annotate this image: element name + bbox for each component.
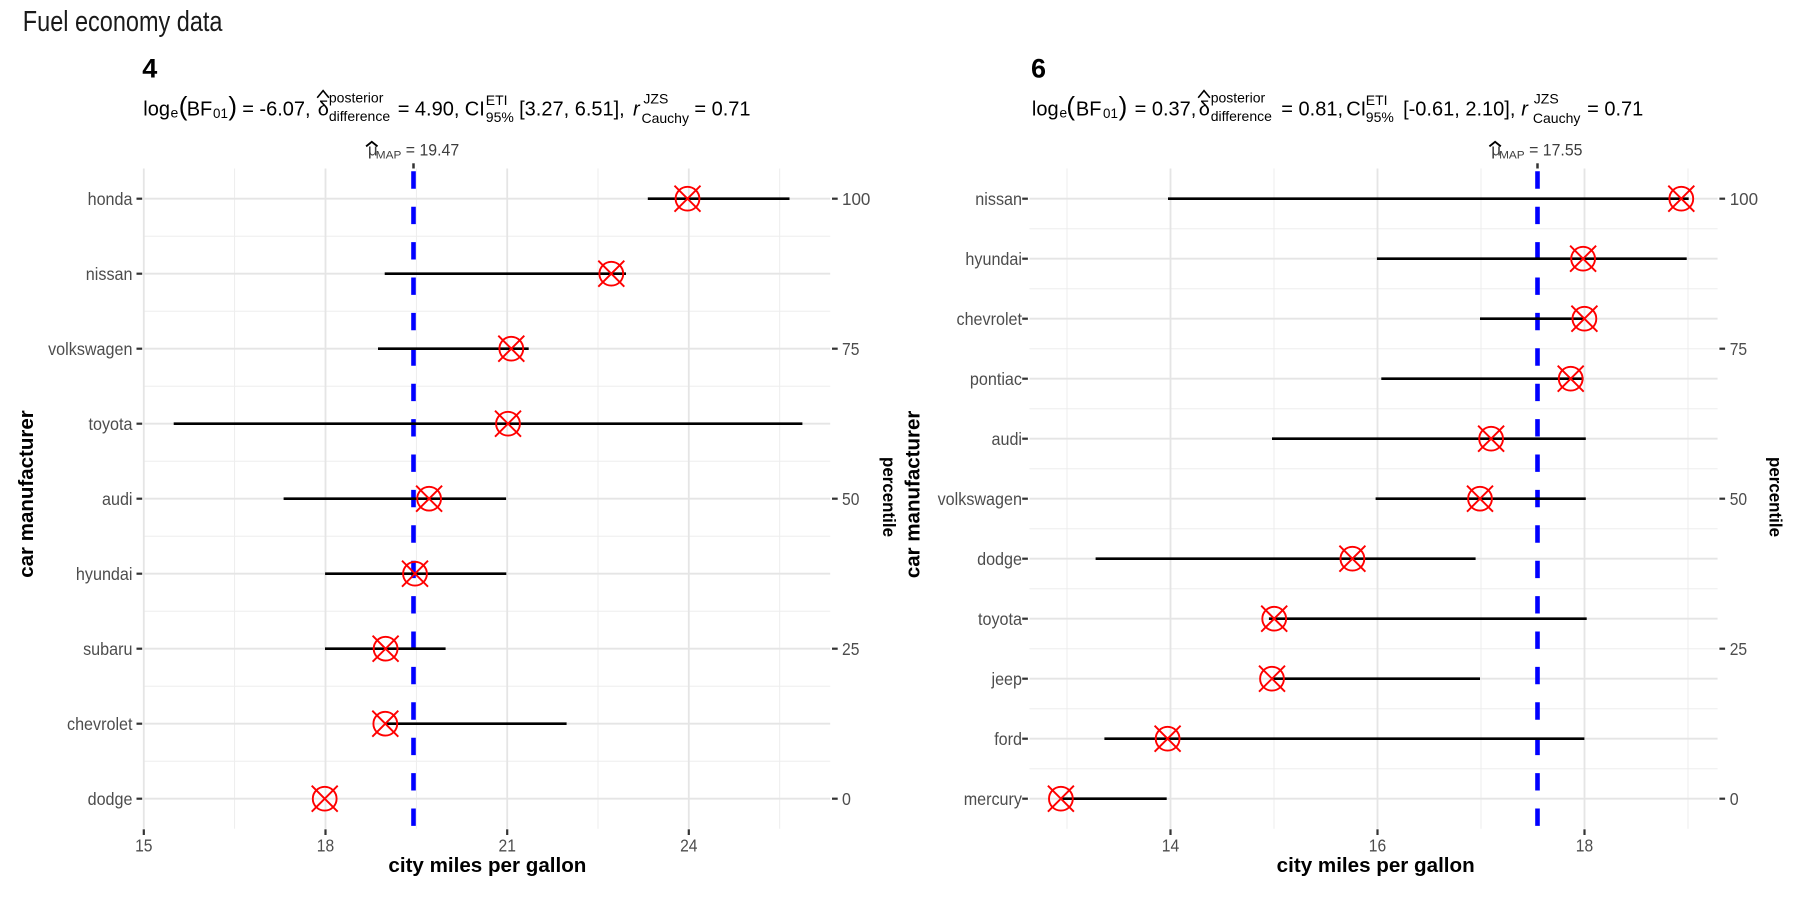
svg-text:= 0.37,: = 0.37,: [1135, 99, 1197, 121]
svg-text:(: (: [179, 91, 188, 121]
svg-text:= 17.55: = 17.55: [1529, 140, 1582, 159]
svg-text:95%: 95%: [1366, 109, 1394, 125]
svg-text:21: 21: [499, 836, 516, 856]
svg-text:hyundai: hyundai: [965, 249, 1022, 269]
svg-text:posterior: posterior: [329, 90, 384, 106]
svg-text:0: 0: [1730, 789, 1739, 809]
svg-text:100: 100: [1730, 189, 1759, 209]
svg-text:Cauchy: Cauchy: [642, 110, 689, 126]
svg-text:audi: audi: [992, 429, 1023, 449]
svg-text:toyota: toyota: [978, 609, 1022, 629]
svg-text:difference: difference: [329, 108, 390, 124]
svg-text:75: 75: [1730, 339, 1747, 359]
svg-text:ETI: ETI: [1366, 92, 1388, 108]
svg-text:= 0.71: = 0.71: [694, 99, 750, 121]
svg-text:r: r: [633, 99, 641, 121]
svg-text:18: 18: [317, 836, 334, 856]
svg-text:MAP: MAP: [376, 150, 402, 162]
svg-text:audi: audi: [102, 489, 133, 509]
svg-text:μ: μ: [368, 140, 378, 159]
svg-text:volkswagen: volkswagen: [48, 339, 132, 359]
svg-text:toyota: toyota: [89, 414, 133, 434]
svg-text:Cauchy: Cauchy: [1533, 110, 1580, 126]
svg-text:= 0.71: = 0.71: [1587, 99, 1643, 121]
svg-text:μ: μ: [1491, 140, 1501, 159]
svg-text:honda: honda: [88, 189, 133, 209]
svg-text:0: 0: [842, 789, 851, 809]
svg-text:r: r: [1521, 99, 1529, 121]
svg-text:[-0.61, 2.10],: [-0.61, 2.10],: [1403, 99, 1515, 121]
svg-text:nissan: nissan: [975, 189, 1022, 209]
svg-text:subaru: subaru: [83, 639, 132, 659]
svg-text:= 4.90,: = 4.90,: [398, 99, 460, 121]
svg-text:100: 100: [842, 189, 871, 209]
svg-text:25: 25: [842, 639, 859, 659]
svg-text:CI: CI: [465, 99, 485, 121]
svg-text:ford: ford: [994, 729, 1022, 749]
svg-text:difference: difference: [1211, 108, 1272, 124]
svg-text:log: log: [1032, 99, 1059, 121]
svg-text:4: 4: [142, 54, 157, 84]
svg-text:JZS: JZS: [1534, 91, 1559, 107]
svg-text:δ: δ: [1199, 99, 1210, 121]
svg-text:50: 50: [842, 489, 860, 509]
svg-text:25: 25: [1730, 639, 1747, 659]
svg-text:city miles per gallon: city miles per gallon: [388, 855, 586, 877]
svg-text:15: 15: [135, 836, 152, 856]
svg-text:(: (: [1066, 91, 1075, 121]
svg-text:posterior: posterior: [1211, 90, 1266, 106]
svg-text:CI: CI: [1346, 99, 1366, 121]
svg-text:16: 16: [1369, 836, 1386, 856]
svg-text:dodge: dodge: [88, 789, 133, 809]
svg-text:MAP: MAP: [1499, 150, 1525, 162]
svg-text:): ): [228, 91, 237, 121]
svg-text:50: 50: [1730, 489, 1748, 509]
svg-text:city miles per gallon: city miles per gallon: [1277, 855, 1475, 877]
svg-text:pontiac: pontiac: [970, 369, 1022, 389]
svg-text:= -6.07,: = -6.07,: [242, 99, 310, 121]
svg-text:14: 14: [1162, 836, 1180, 856]
svg-text:95%: 95%: [486, 109, 514, 125]
svg-text:volkswagen: volkswagen: [938, 489, 1022, 509]
svg-text:Fuel economy data: Fuel economy data: [23, 6, 223, 38]
svg-text:BF: BF: [1076, 99, 1102, 121]
svg-text:δ: δ: [318, 99, 329, 121]
svg-text:= 0.81,: = 0.81,: [1281, 99, 1343, 121]
svg-text:6: 6: [1031, 54, 1046, 84]
svg-text:percentile: percentile: [1765, 457, 1785, 537]
svg-text:chevrolet: chevrolet: [957, 309, 1023, 329]
svg-text:mercury: mercury: [964, 789, 1023, 809]
svg-text:car manufacturer: car manufacturer: [903, 410, 925, 578]
svg-text:nissan: nissan: [86, 264, 133, 284]
svg-text:01: 01: [1103, 105, 1118, 121]
svg-text:75: 75: [842, 339, 859, 359]
svg-text:01: 01: [213, 105, 228, 121]
svg-text:e: e: [1059, 105, 1067, 121]
svg-text:percentile: percentile: [879, 457, 899, 537]
svg-text:hyundai: hyundai: [76, 564, 133, 584]
svg-text:ETI: ETI: [486, 92, 508, 108]
svg-text:JZS: JZS: [643, 91, 668, 107]
svg-text:car manufacturer: car manufacturer: [16, 410, 38, 578]
svg-text:BF: BF: [187, 99, 213, 121]
svg-text:18: 18: [1576, 836, 1593, 856]
svg-text:24: 24: [680, 836, 698, 856]
svg-text:): ): [1119, 91, 1128, 121]
svg-text:[3.27, 6.51],: [3.27, 6.51],: [519, 99, 625, 121]
svg-text:log: log: [143, 99, 170, 121]
svg-text:chevrolet: chevrolet: [67, 714, 133, 734]
svg-text:jeep: jeep: [991, 669, 1022, 689]
svg-text:e: e: [171, 105, 179, 121]
svg-text:= 19.47: = 19.47: [406, 140, 459, 159]
svg-text:dodge: dodge: [977, 549, 1022, 569]
